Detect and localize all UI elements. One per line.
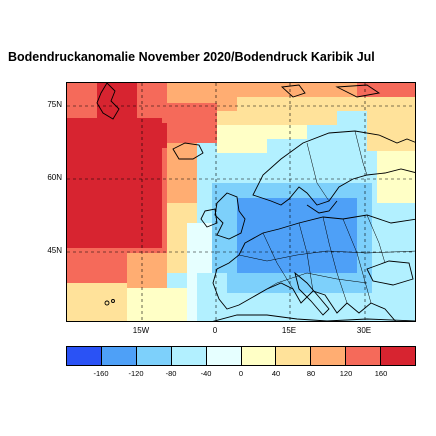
colorbar-label: 120 xyxy=(339,369,353,378)
colorbar-label: 0 xyxy=(238,369,244,378)
map-title: Bodendruckanomalie November 2020/Bodendr… xyxy=(8,50,375,64)
colorbar-label: -40 xyxy=(200,369,212,378)
colorbar-label: -80 xyxy=(165,369,177,378)
lat-label-60n: 60N xyxy=(47,173,62,182)
lon-label-30e: 30E xyxy=(356,326,372,335)
colorbar-swatch-4 xyxy=(206,347,242,365)
lon-label-15e: 15E xyxy=(281,326,297,335)
colorbar-swatch-7 xyxy=(311,347,347,365)
anomaly-map xyxy=(66,82,416,322)
colorbar-swatch-5 xyxy=(241,347,277,365)
colorbar-swatch-8 xyxy=(346,347,382,365)
country-border-lines xyxy=(238,130,415,304)
colorbar xyxy=(66,346,416,366)
colorbar-swatch-1 xyxy=(101,347,137,365)
colorbar-swatch-6 xyxy=(276,347,312,365)
coastline-outline xyxy=(96,83,415,321)
lon-label-15w: 15W xyxy=(132,326,150,335)
colorbar-label: -120 xyxy=(128,369,144,378)
colorbar-label: 80 xyxy=(306,369,316,378)
colorbar-swatch-2 xyxy=(136,347,172,365)
lon-label-0: 0 xyxy=(212,326,218,335)
lat-label-75n: 75N xyxy=(47,100,62,109)
colorbar-swatch-3 xyxy=(171,347,207,365)
colorbar-label: -160 xyxy=(93,369,109,378)
colorbar-swatch-0 xyxy=(67,347,102,365)
colorbar-swatch-9 xyxy=(381,347,416,365)
colorbar-label: 160 xyxy=(374,369,388,378)
map-canvas xyxy=(67,83,415,321)
graticule xyxy=(67,83,415,321)
colorbar-label: 40 xyxy=(271,369,281,378)
lat-label-45n: 45N xyxy=(47,246,62,255)
